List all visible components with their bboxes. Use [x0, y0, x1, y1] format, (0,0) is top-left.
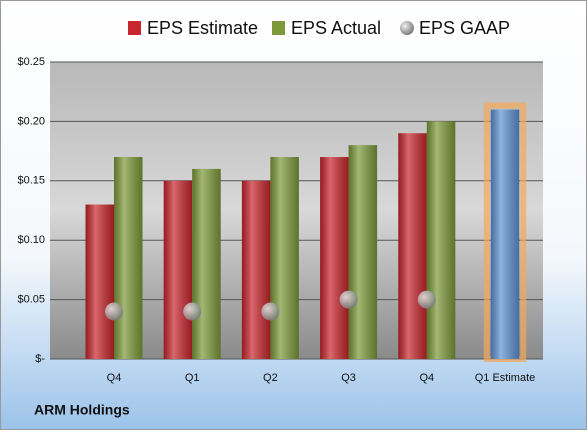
y-tick-label: $0.25	[17, 56, 45, 68]
bar-sheen	[85, 204, 114, 359]
y-tick-label: $0.15	[17, 175, 45, 187]
legend-marker	[128, 21, 141, 35]
bar-sheen	[426, 121, 456, 360]
y-tick-label: $0.05	[17, 294, 45, 306]
chart-title: ARM Holdings	[34, 402, 130, 418]
bar-sheen	[348, 145, 378, 359]
legend-marker	[272, 21, 285, 35]
legend-label: EPS Actual	[291, 18, 381, 38]
gaap-marker	[105, 302, 123, 321]
x-tick-label: Q2	[263, 372, 278, 384]
bar-sheen	[490, 109, 520, 360]
bar-sheen	[270, 157, 299, 359]
x-tick-label: Q4	[107, 372, 122, 384]
legend-label: EPS Estimate	[147, 18, 258, 38]
y-tick-label: $-	[35, 353, 45, 365]
legend-label: EPS GAAP	[419, 18, 510, 38]
legend-marker	[400, 21, 414, 35]
gaap-marker	[183, 302, 202, 321]
bar-sheen	[114, 157, 143, 359]
x-tick-label: Q1 Estimate	[475, 372, 536, 384]
bar-sheen	[320, 157, 349, 359]
gaap-marker	[417, 290, 436, 309]
gaap-marker	[339, 290, 358, 309]
gaap-marker	[261, 302, 280, 321]
y-tick-label: $0.10	[17, 234, 45, 246]
bar-sheen	[398, 133, 427, 359]
bar-sheen	[241, 180, 271, 359]
x-tick-label: Q1	[185, 372, 200, 384]
x-tick-label: Q4	[419, 372, 434, 384]
y-tick-label: $0.20	[17, 115, 45, 127]
x-tick-label: Q3	[341, 372, 356, 384]
bar-sheen	[192, 168, 221, 359]
bar-sheen	[163, 180, 193, 359]
